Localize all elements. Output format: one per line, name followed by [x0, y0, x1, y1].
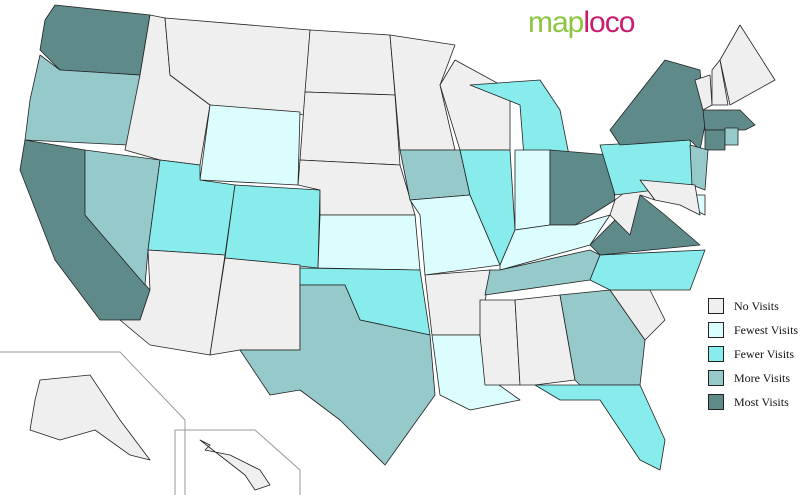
- state-co: [224, 184, 321, 269]
- state-wy: [199, 104, 301, 186]
- state-mo: [409, 194, 501, 276]
- legend-swatch: [708, 394, 724, 410]
- alaska-inset-border: [0, 351, 186, 495]
- legend-item-most: Most Visits: [708, 390, 798, 414]
- state-ak: [29, 374, 151, 461]
- state-md: [639, 179, 701, 216]
- state-fl: [534, 384, 666, 471]
- state-wa: [39, 4, 151, 76]
- state-me: [719, 24, 776, 106]
- state-tx: [239, 284, 436, 466]
- state-nd: [304, 29, 396, 96]
- state-ma: [702, 109, 756, 131]
- state-ia: [399, 149, 471, 201]
- state-in: [514, 149, 551, 231]
- state-ri: [724, 127, 739, 146]
- state-ky: [499, 214, 611, 271]
- state-ct: [704, 129, 726, 151]
- maploco-logo: maploco: [528, 6, 635, 39]
- legend-item-fewest: Fewest Visits: [708, 318, 798, 342]
- state-nm: [209, 257, 301, 356]
- legend-swatch: [708, 322, 724, 338]
- state-nh: [711, 59, 729, 106]
- state-nj: [689, 144, 709, 191]
- legend-swatch: [708, 298, 724, 314]
- hawaii-inset-border: [174, 429, 301, 495]
- state-ny: [609, 59, 706, 151]
- state-nc: [589, 249, 706, 291]
- state-oh: [549, 149, 616, 226]
- state-hi: [199, 439, 271, 491]
- state-sd: [299, 91, 401, 166]
- legend-swatch: [708, 370, 724, 386]
- state-mn: [389, 34, 456, 151]
- state-al: [514, 294, 576, 386]
- legend-item-fewer: Fewer Visits: [708, 342, 798, 366]
- legend: No Visits Fewest Visits Fewer Visits Mor…: [708, 294, 798, 414]
- state-nv: [84, 149, 161, 286]
- legend-swatch: [708, 346, 724, 362]
- state-ks: [317, 214, 421, 271]
- legend-item-more: More Visits: [708, 366, 798, 390]
- legend-item-none: No Visits: [708, 294, 798, 318]
- state-ms: [479, 299, 521, 386]
